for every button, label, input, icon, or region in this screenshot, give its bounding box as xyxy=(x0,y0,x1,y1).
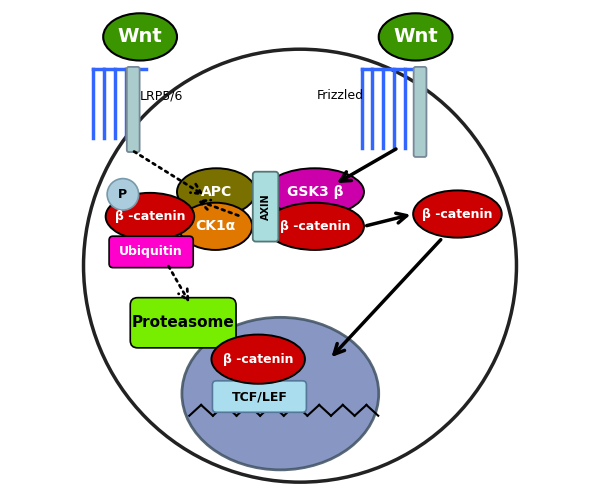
Text: β -catenin: β -catenin xyxy=(280,220,350,233)
Ellipse shape xyxy=(379,13,452,61)
Ellipse shape xyxy=(83,49,517,482)
Ellipse shape xyxy=(266,168,364,215)
Ellipse shape xyxy=(106,193,194,240)
Text: P: P xyxy=(118,188,127,201)
Ellipse shape xyxy=(107,179,139,210)
Ellipse shape xyxy=(178,203,252,250)
Text: Frizzled: Frizzled xyxy=(317,90,364,102)
Text: β -catenin: β -catenin xyxy=(422,208,493,220)
Text: AXIN: AXIN xyxy=(260,193,271,220)
Ellipse shape xyxy=(182,317,379,470)
Ellipse shape xyxy=(177,168,256,215)
FancyBboxPatch shape xyxy=(413,67,427,157)
Text: TCF/LEF: TCF/LEF xyxy=(232,390,287,403)
FancyBboxPatch shape xyxy=(127,67,140,152)
Text: LRP5/6: LRP5/6 xyxy=(140,90,184,102)
Text: Wnt: Wnt xyxy=(118,28,163,46)
FancyBboxPatch shape xyxy=(130,298,236,348)
Text: CK1α: CK1α xyxy=(195,219,236,233)
Ellipse shape xyxy=(413,190,502,238)
FancyBboxPatch shape xyxy=(109,236,193,268)
Text: Wnt: Wnt xyxy=(393,28,438,46)
Text: Proteasome: Proteasome xyxy=(132,315,235,330)
Ellipse shape xyxy=(103,13,177,61)
Text: APC: APC xyxy=(201,185,232,199)
Text: Ubiquitin: Ubiquitin xyxy=(119,246,183,258)
Text: β -catenin: β -catenin xyxy=(115,210,185,223)
Text: GSK3 β: GSK3 β xyxy=(287,185,343,199)
Text: β -catenin: β -catenin xyxy=(223,353,293,366)
FancyBboxPatch shape xyxy=(253,172,278,242)
Ellipse shape xyxy=(211,335,305,384)
FancyBboxPatch shape xyxy=(212,381,307,412)
Ellipse shape xyxy=(266,203,364,250)
